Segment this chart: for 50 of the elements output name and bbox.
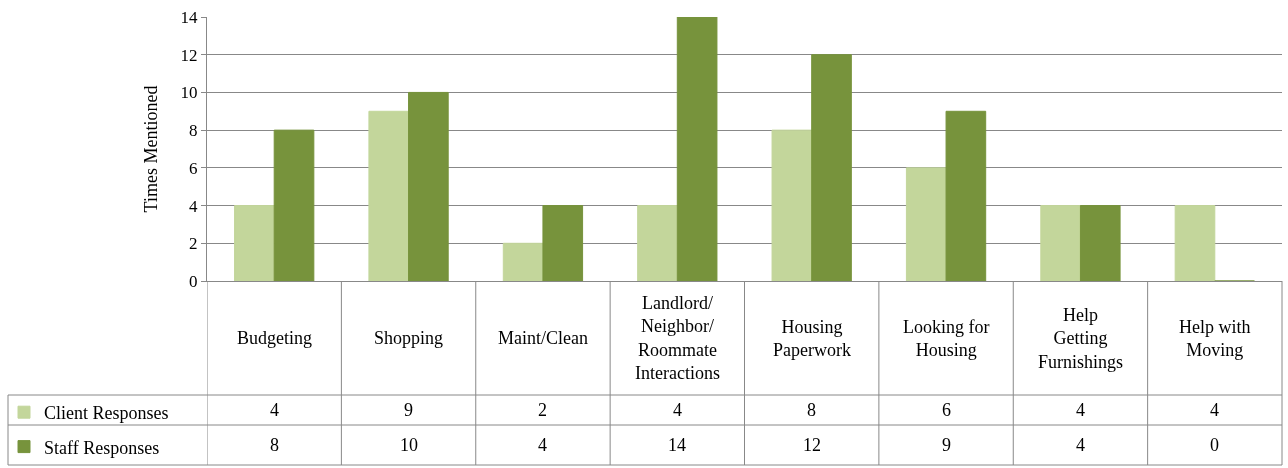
x-tick-label: Shopping <box>374 328 444 348</box>
data-label: 9 <box>404 400 413 420</box>
x-tick-label: Help with Moving <box>1179 317 1251 361</box>
data-label: 4 <box>673 400 682 420</box>
data-label: 8 <box>270 435 279 455</box>
data-label: 4 <box>1076 400 1085 420</box>
data-label: 12 <box>803 435 821 455</box>
y-tick-label: 8 <box>189 121 198 141</box>
y-tick-label: 2 <box>189 234 198 254</box>
bar <box>368 110 410 281</box>
legend-label: Client Responses <box>44 403 169 424</box>
y-tick-label: 4 <box>189 196 199 216</box>
data-label: 8 <box>807 400 816 420</box>
y-axis-title: Times Mentioned <box>140 85 161 213</box>
bar <box>542 205 584 281</box>
bar <box>637 205 678 281</box>
bar <box>408 91 449 281</box>
data-label: 2 <box>538 400 547 420</box>
data-label: 6 <box>942 400 951 420</box>
y-tick-label: 0 <box>189 271 198 291</box>
legend-label: Staff Responses <box>44 437 160 458</box>
x-tick-label: Help Getting Furnishings <box>1038 305 1124 372</box>
y-tick-label: 10 <box>180 83 198 103</box>
y-tick-label: 14 <box>180 7 199 27</box>
bar <box>771 129 813 281</box>
bar <box>234 205 275 281</box>
bar <box>273 129 315 281</box>
x-tick-label: Maint/Clean <box>498 328 588 348</box>
x-tick-label: Looking for Housing <box>903 317 990 361</box>
data-label: 9 <box>942 435 951 455</box>
bar <box>1040 205 1081 281</box>
data-label: 10 <box>400 435 418 455</box>
bar <box>1079 205 1121 281</box>
data-label: 14 <box>668 435 686 455</box>
bar <box>905 167 947 281</box>
bar <box>811 54 852 281</box>
data-label: 4 <box>1076 435 1085 455</box>
bar <box>676 17 718 281</box>
bar <box>945 110 987 281</box>
x-tick-label: Landlord/ Neighbor/ Roommate Interactions <box>635 293 720 384</box>
data-label: 4 <box>270 400 279 420</box>
y-tick-label: 6 <box>189 158 198 178</box>
data-label: 4 <box>1210 400 1219 420</box>
x-tick-label: Budgeting <box>237 328 312 348</box>
x-tick-label: Housing Paperwork <box>773 317 851 361</box>
y-tick-label: 12 <box>180 45 198 65</box>
data-label: 4 <box>538 435 547 455</box>
bar <box>1174 205 1216 281</box>
data-label: 0 <box>1210 435 1219 455</box>
bar <box>502 242 544 281</box>
